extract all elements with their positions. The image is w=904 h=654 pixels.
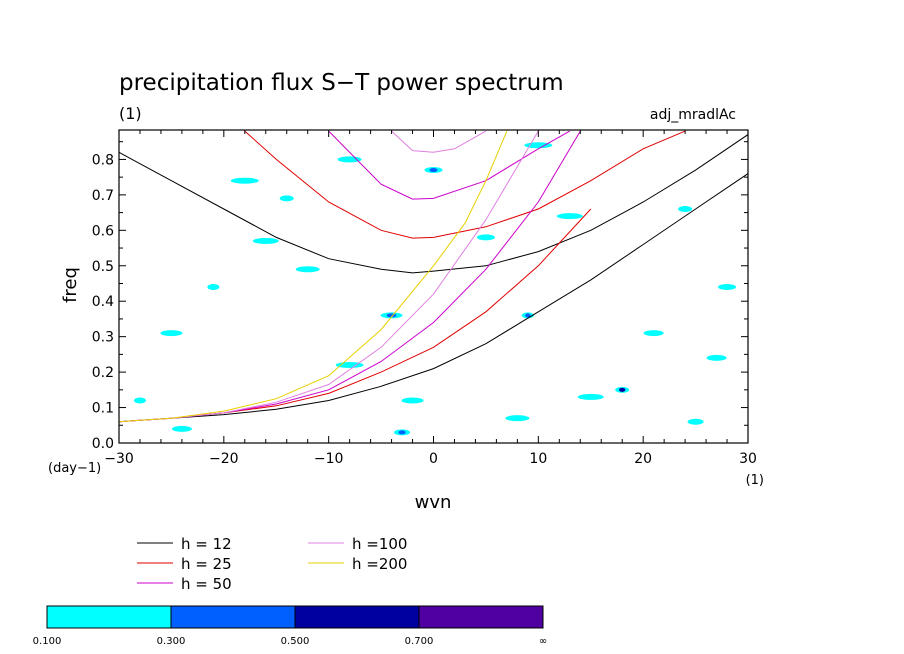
y-tick-label: 0.3 [92, 330, 114, 346]
contour-region [505, 415, 530, 422]
contour-region [643, 330, 664, 337]
y-tick-label: 0.8 [92, 152, 114, 168]
contour-region [678, 206, 693, 213]
inertia-gravity-curve [391, 130, 487, 153]
legend-label: h = 12 [181, 535, 232, 553]
kelvin-curve [119, 130, 581, 423]
y-tick-label: 0.7 [92, 188, 114, 204]
colorbar-label: 0.300 [157, 636, 186, 647]
x-tick-label: −20 [209, 451, 239, 467]
kelvin-curve [119, 130, 539, 423]
y-tick-label: 0.1 [92, 401, 114, 417]
colorbar: 0.100 0.300 0.500 0.700 ∞ [33, 605, 547, 647]
contour-region [687, 418, 704, 425]
colorbar-label: 0.500 [281, 636, 310, 647]
axis-tick-group: −30 −20 −10 0 10 20 30 0.0 0.1 0.2 0.3 0.4 0.5 0.6 0.7… [92, 130, 757, 467]
contour-region [706, 354, 727, 361]
contour-region [207, 284, 220, 291]
contour-region [160, 330, 183, 337]
contour-region [171, 425, 192, 432]
inertia-gravity-curve [119, 134, 748, 274]
colorbar-label: 0.700 [405, 636, 434, 647]
y-axis-unit: (day−1) [48, 461, 101, 476]
legend-label: h =200 [352, 555, 407, 573]
kelvin-curve [119, 173, 748, 423]
x-tick-label: 30 [739, 451, 757, 467]
colorbar-swatch [46, 605, 172, 629]
x-tick-label: −10 [314, 451, 344, 467]
inertia-gravity-curve [244, 130, 686, 239]
y-axis-label: freq [60, 267, 81, 303]
legend: h = 12 h = 25 h = 50 h =100 h =200 [137, 535, 407, 593]
contour-region [556, 213, 583, 220]
colorbar-label: 0.100 [33, 636, 62, 647]
y-tick-label: 0.0 [92, 436, 114, 452]
x-tick-label: 10 [529, 451, 547, 467]
kelvin-curve [119, 130, 508, 423]
contour-region [133, 397, 146, 404]
kelvin-curve [119, 208, 592, 423]
legend-label: h = 50 [181, 575, 232, 593]
contour-region [577, 393, 604, 400]
colorbar-swatch [418, 605, 544, 629]
contour-region [401, 397, 424, 404]
contour-region [718, 284, 737, 291]
chart-subtitle-left: (1) [119, 104, 142, 123]
contour-region [252, 237, 279, 244]
x-axis-label: wvn [415, 492, 452, 513]
contour-region [279, 195, 294, 202]
contour-core [429, 168, 438, 173]
y-tick-label: 0.6 [92, 223, 114, 239]
inertia-gravity-curve [328, 130, 571, 200]
y-tick-label: 0.2 [92, 365, 114, 381]
contour-core [619, 387, 626, 392]
contour-region [230, 177, 259, 184]
y-tick-label: 0.4 [92, 294, 114, 310]
legend-label: h =100 [352, 535, 407, 553]
contour-core [398, 430, 406, 435]
x-axis-unit: (1) [746, 473, 764, 488]
y-tick-label: 0.5 [92, 259, 114, 275]
x-tick-label: −30 [104, 451, 134, 467]
x-tick-label: 20 [634, 451, 652, 467]
colorbar-swatch [170, 605, 296, 629]
legend-label: h = 25 [181, 555, 232, 573]
x-tick-label: 0 [429, 451, 438, 467]
contour-core [525, 313, 531, 318]
contour-region [476, 234, 495, 241]
colorbar-swatch [294, 605, 420, 629]
chart-subtitle-right: adj_mradlAc [650, 107, 736, 123]
colorbar-label: ∞ [539, 636, 547, 647]
contour-region [295, 266, 320, 273]
dispersion-curve-group [119, 130, 748, 423]
shaded-contour-group [133, 142, 737, 436]
chart-title: precipitation flux S−T power spectrum [119, 70, 564, 96]
